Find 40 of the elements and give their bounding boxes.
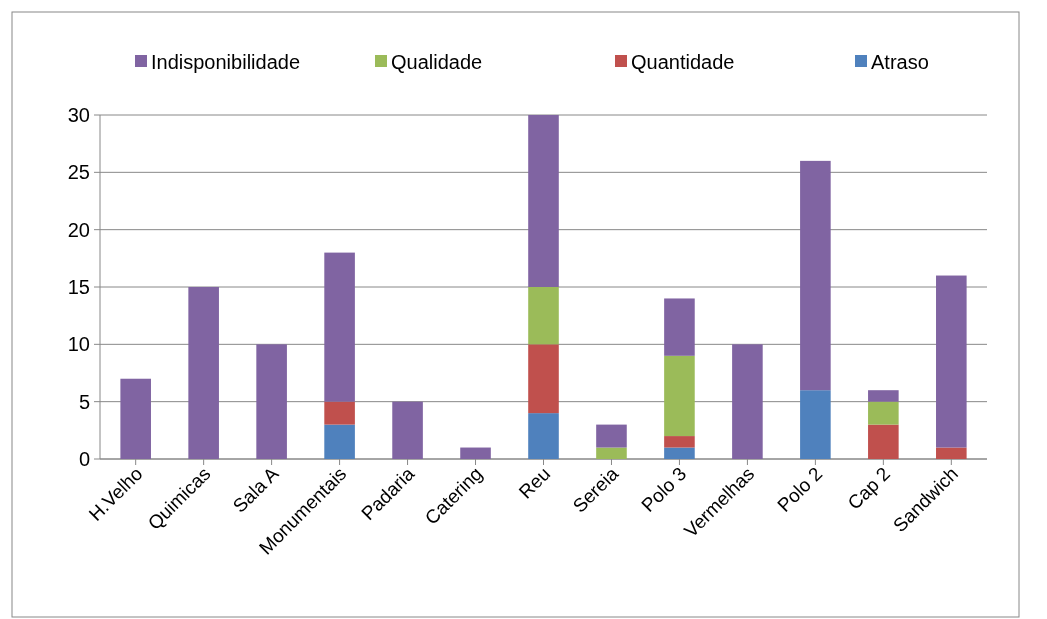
bar bbox=[868, 424, 899, 459]
legend-label: Quantidade bbox=[631, 51, 735, 73]
bar bbox=[664, 298, 695, 356]
y-tick-label: 25 bbox=[67, 161, 90, 184]
bar bbox=[732, 344, 763, 459]
y-tick-label: 30 bbox=[67, 104, 90, 126]
bar bbox=[596, 447, 627, 459]
x-tick-label: Reu bbox=[514, 462, 555, 503]
bar bbox=[460, 447, 491, 459]
bar bbox=[800, 160, 831, 391]
y-tick-label: 5 bbox=[78, 390, 90, 413]
x-tick-label: Polo 2 bbox=[773, 462, 827, 516]
y-tick-label: 20 bbox=[67, 218, 90, 241]
bar bbox=[868, 390, 899, 402]
bar bbox=[392, 401, 423, 459]
bar bbox=[528, 287, 559, 345]
bar bbox=[324, 424, 355, 459]
bar bbox=[324, 252, 355, 402]
bar bbox=[256, 344, 287, 459]
bar bbox=[188, 287, 219, 459]
legend-label: Qualidade bbox=[391, 51, 483, 73]
bar bbox=[596, 424, 627, 448]
bar bbox=[936, 447, 967, 459]
y-tick-label: 0 bbox=[78, 448, 90, 470]
bar bbox=[664, 447, 695, 459]
bar bbox=[868, 401, 899, 425]
legend-label: Atraso bbox=[871, 51, 929, 73]
legend-label: Indisponibilidade bbox=[151, 51, 301, 73]
bar bbox=[528, 115, 559, 287]
bar bbox=[120, 378, 151, 459]
x-tick-label: Cap 2 bbox=[843, 462, 895, 514]
y-tick-label: 10 bbox=[67, 333, 90, 356]
bar bbox=[664, 355, 695, 437]
bar bbox=[800, 390, 831, 459]
bar bbox=[324, 401, 355, 425]
y-tick-label: 15 bbox=[67, 276, 90, 298]
bar bbox=[528, 413, 559, 459]
bar bbox=[936, 275, 967, 448]
bar bbox=[664, 436, 695, 448]
bar bbox=[528, 344, 559, 414]
